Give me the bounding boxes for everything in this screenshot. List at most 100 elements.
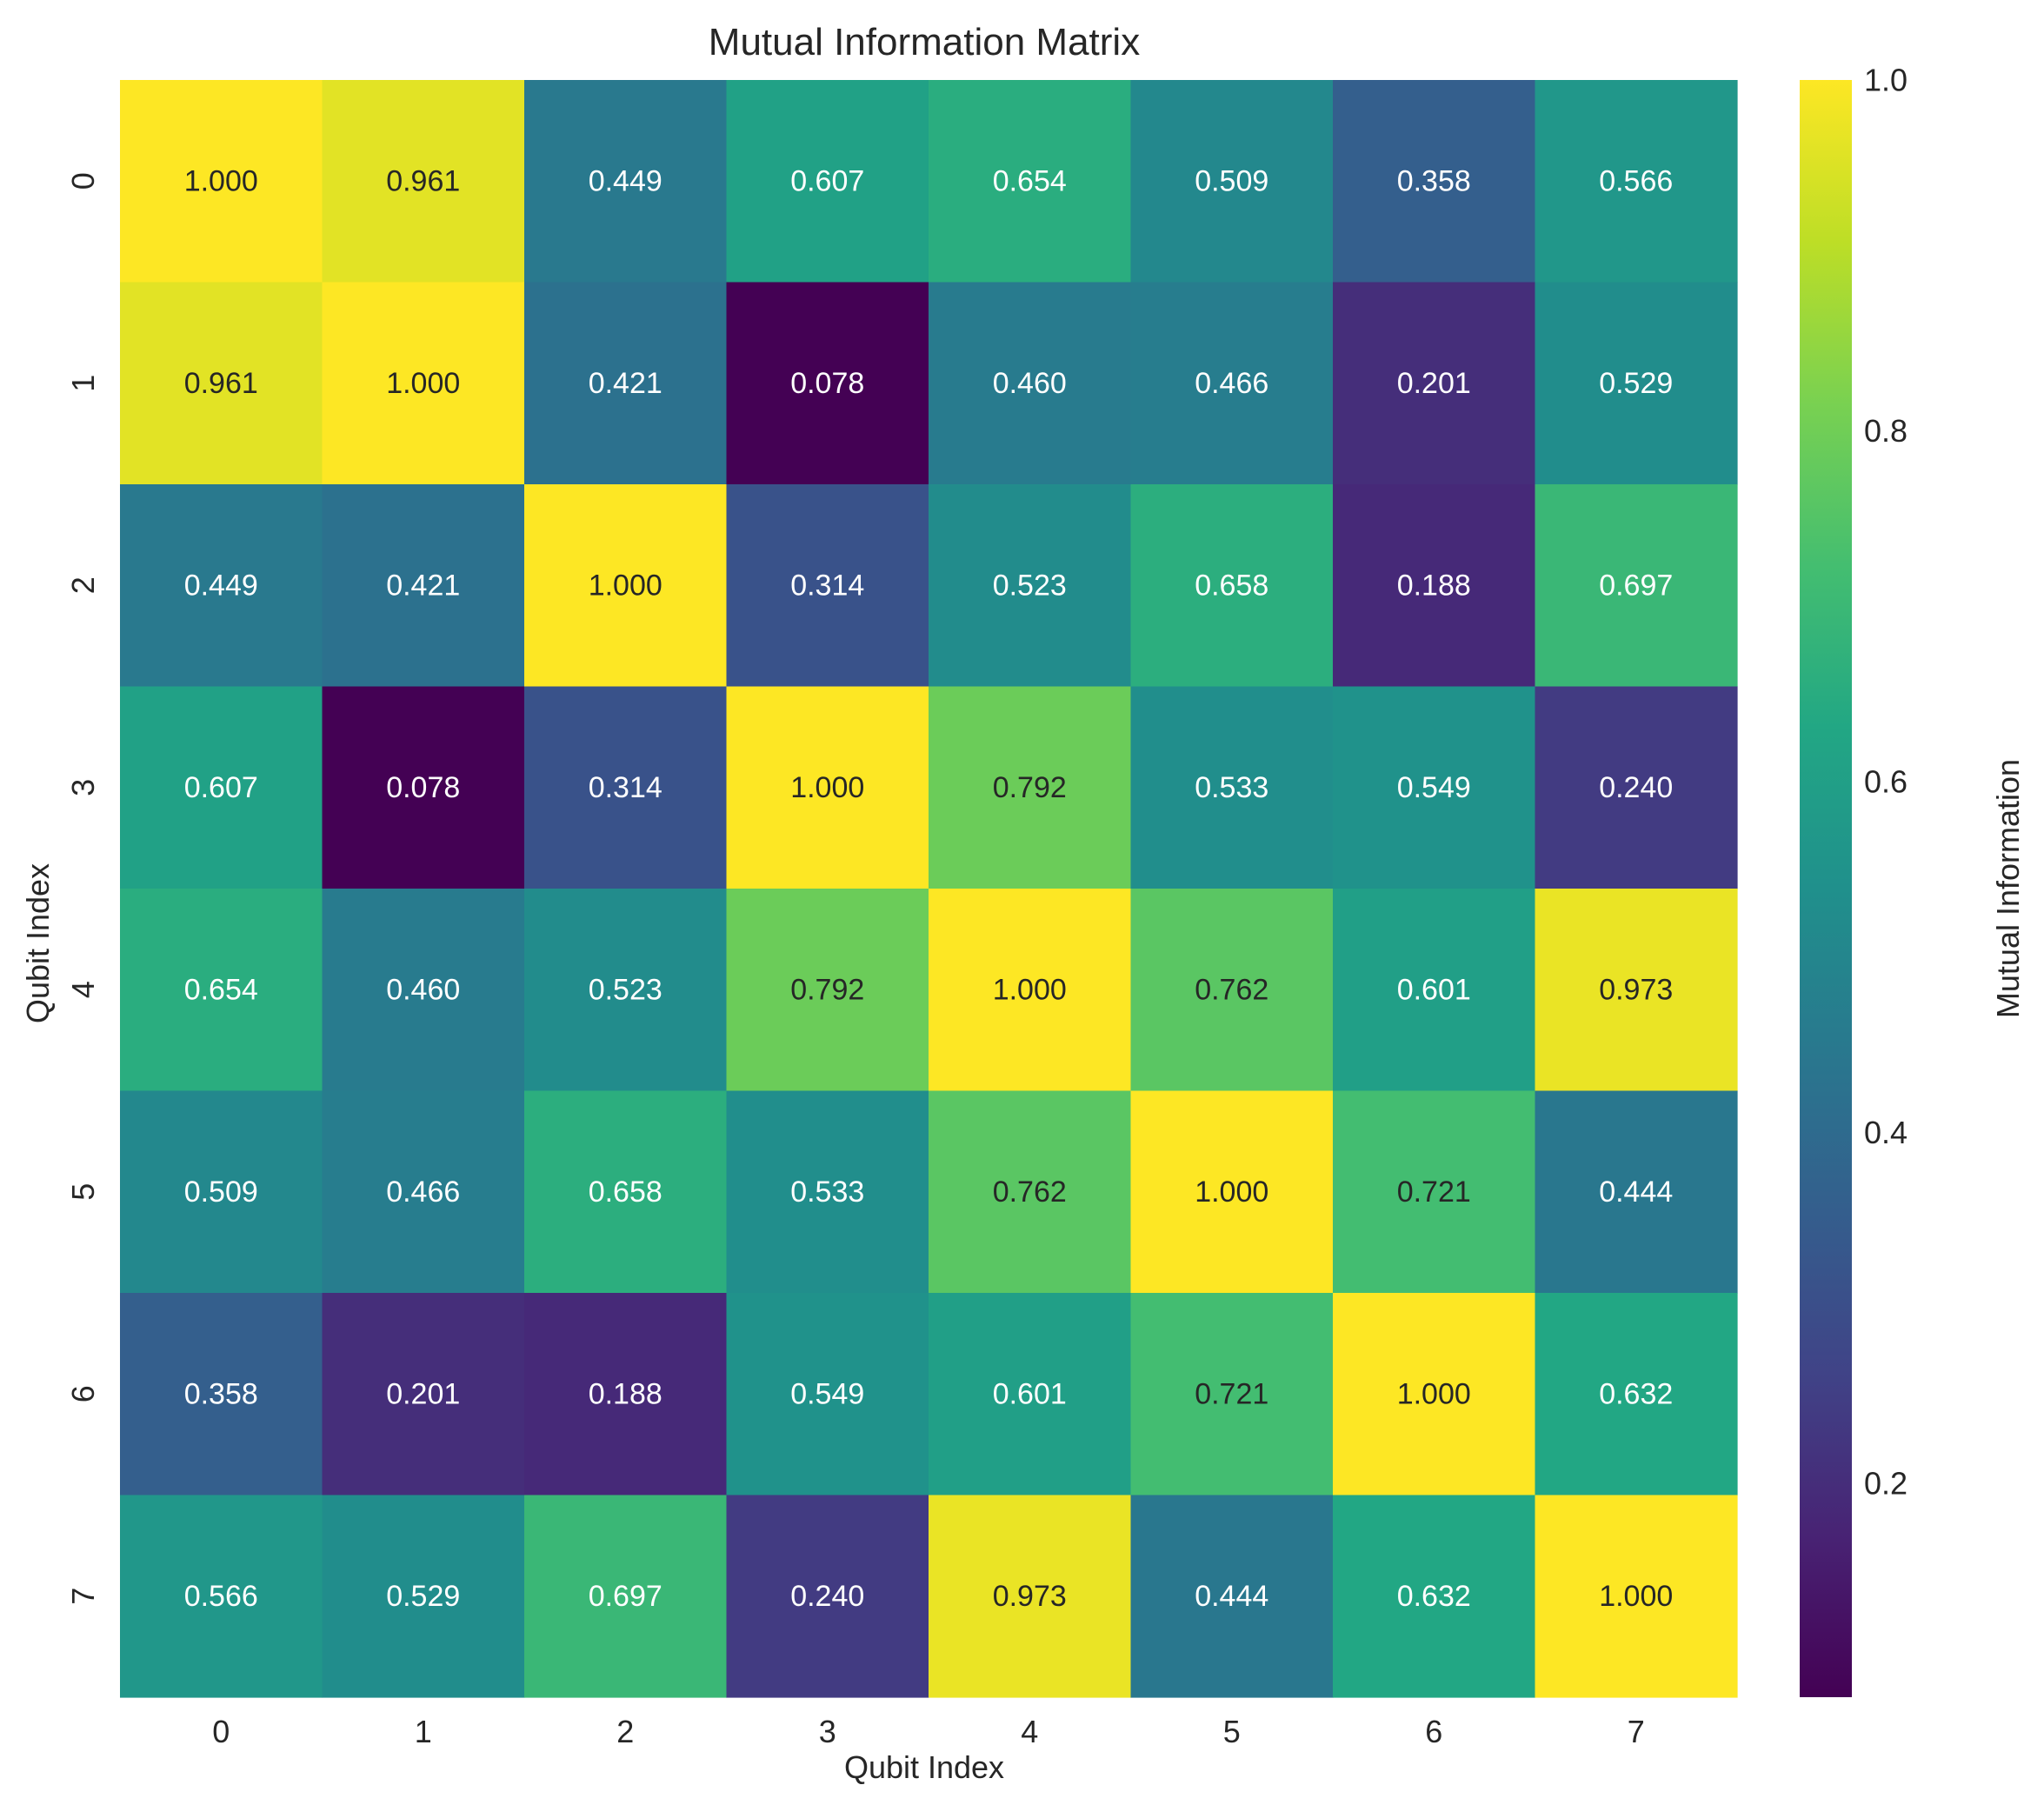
cell-value-label-0-7: 0.566 [1599, 164, 1673, 197]
heatmap-cell-5-6 [1333, 1090, 1536, 1294]
cell-value-label-2-4: 0.523 [993, 569, 1067, 602]
heatmap-cell-0-1 [322, 80, 525, 283]
heatmap-cell-0-7 [1535, 80, 1738, 283]
heatmap-cell-2-3 [726, 484, 929, 688]
x-tick-label-3: 3 [819, 1714, 836, 1749]
y-tick-label-5: 5 [65, 1183, 101, 1201]
cell-value-label-1-5: 0.466 [1195, 367, 1268, 400]
colorbar: 0.2 0.4 0.6 0.8 1.0 Mutual Information [1800, 63, 2026, 1697]
cell-value-label-1-1: 1.000 [386, 367, 460, 400]
heatmap-cell-4-5 [1130, 889, 1334, 1092]
cell-value-label-7-4: 0.973 [993, 1580, 1067, 1613]
heatmap-cell-0-2 [524, 80, 728, 283]
x-tick-label-4: 4 [1021, 1714, 1038, 1749]
heatmap-cell-0-4 [929, 80, 1132, 283]
cell-value-label-2-1: 0.421 [386, 569, 460, 602]
cell-value-label-6-5: 0.721 [1195, 1377, 1268, 1410]
colorbar-tick-label-4: 1.0 [1864, 63, 1908, 98]
heatmap-cell-2-7 [1535, 484, 1738, 688]
cell-value-label-6-4: 0.601 [993, 1377, 1067, 1410]
x-tick-label-5: 5 [1223, 1714, 1241, 1749]
heatmap-cell-3-1 [322, 686, 525, 889]
y-tick-label-1: 1 [65, 375, 101, 392]
heatmap-cell-7-1 [322, 1495, 525, 1698]
cell-value-label-1-7: 0.529 [1599, 367, 1673, 400]
heatmap-cell-2-6 [1333, 484, 1536, 688]
heatmap-cell-1-0 [120, 282, 323, 485]
cell-value-label-6-7: 0.632 [1599, 1377, 1673, 1410]
y-tick-labels: 0 1 2 3 4 5 6 7 [65, 172, 101, 1605]
cell-value-label-1-3: 0.078 [790, 367, 864, 400]
cell-value-label-2-2: 1.000 [589, 569, 662, 602]
x-axis-label: Qubit Index [844, 1749, 1004, 1785]
cell-value-label-5-5: 1.000 [1195, 1176, 1268, 1209]
x-tick-label-6: 6 [1425, 1714, 1442, 1749]
cell-value-label-4-1: 0.460 [386, 973, 460, 1006]
cell-value-label-4-2: 0.523 [589, 973, 662, 1006]
cell-value-label-3-1: 0.078 [386, 771, 460, 804]
cell-value-label-3-6: 0.549 [1397, 771, 1471, 804]
heatmap-cell-6-5 [1130, 1293, 1334, 1496]
cell-value-label-4-5: 0.762 [1195, 973, 1268, 1006]
heatmap-cell-4-4 [929, 889, 1132, 1092]
heatmap-cell-3-3 [726, 686, 929, 889]
cell-value-label-5-1: 0.466 [386, 1176, 460, 1209]
cell-value-label-1-4: 0.460 [993, 367, 1067, 400]
cell-value-label-0-3: 0.607 [790, 164, 864, 197]
heatmap-cell-2-5 [1130, 484, 1334, 688]
heatmap-cell-4-2 [524, 889, 728, 1092]
heatmap-cell-3-0 [120, 686, 323, 889]
heatmap-cell-5-7 [1535, 1090, 1738, 1294]
heatmap-cell-5-1 [322, 1090, 525, 1294]
cell-value-label-3-0: 0.607 [184, 771, 258, 804]
heatmap-cell-3-2 [524, 686, 728, 889]
heatmap-cell-1-4 [929, 282, 1132, 485]
y-tick-label-6: 6 [65, 1385, 101, 1402]
y-tick-label-0: 0 [65, 172, 101, 190]
heatmap-cell-1-3 [726, 282, 929, 485]
cell-value-label-7-7: 1.000 [1599, 1580, 1673, 1613]
cell-value-label-6-3: 0.549 [790, 1377, 864, 1410]
cell-value-label-2-6: 0.188 [1397, 569, 1471, 602]
heatmap-cell-0-0 [120, 80, 323, 283]
heatmap-cell-3-7 [1535, 686, 1738, 889]
y-tick-label-3: 3 [65, 779, 101, 796]
cell-value-label-4-0: 0.654 [184, 973, 258, 1006]
x-tick-label-1: 1 [415, 1714, 432, 1749]
cell-value-label-5-0: 0.509 [184, 1176, 258, 1209]
colorbar-tick-label-1: 0.4 [1864, 1115, 1908, 1150]
heatmap-cell-5-5 [1130, 1090, 1334, 1294]
heatmap-cell-5-4 [929, 1090, 1132, 1294]
heatmap-cell-6-4 [929, 1293, 1132, 1496]
y-tick-label-4: 4 [65, 981, 101, 998]
cell-value-label-0-0: 1.000 [184, 164, 258, 197]
x-tick-label-0: 0 [212, 1714, 230, 1749]
y-tick-label-2: 2 [65, 576, 101, 594]
cell-value-label-7-2: 0.697 [589, 1580, 662, 1613]
colorbar-tick-label-0: 0.2 [1864, 1465, 1908, 1501]
heatmap-cell-7-3 [726, 1495, 929, 1698]
heatmap-cell-2-1 [322, 484, 525, 688]
y-axis-label: Qubit Index [20, 863, 56, 1023]
cell-value-label-5-3: 0.533 [790, 1176, 864, 1209]
heatmap-cell-4-7 [1535, 889, 1738, 1092]
cell-value-label-4-7: 0.973 [1599, 973, 1673, 1006]
heatmap-cell-0-6 [1333, 80, 1536, 283]
cell-value-label-7-0: 0.566 [184, 1580, 258, 1613]
heatmap-cell-2-0 [120, 484, 323, 688]
x-tick-labels: 0 1 2 3 4 5 6 7 [212, 1714, 1645, 1749]
cell-value-label-0-5: 0.509 [1195, 164, 1268, 197]
cell-value-label-3-2: 0.314 [589, 771, 662, 804]
cell-value-label-5-2: 0.658 [589, 1176, 662, 1209]
cell-value-label-2-3: 0.314 [790, 569, 864, 602]
colorbar-tick-label-3: 0.8 [1864, 413, 1908, 449]
heatmap-cell-4-1 [322, 889, 525, 1092]
heatmap-cell-4-0 [120, 889, 323, 1092]
heatmap-cell-6-0 [120, 1293, 323, 1496]
heatmap-cell-1-6 [1333, 282, 1536, 485]
cell-value-label-3-4: 0.792 [993, 771, 1067, 804]
heatmap-cell-4-3 [726, 889, 929, 1092]
heatmap-cell-6-1 [322, 1293, 525, 1496]
cell-value-label-2-0: 0.449 [184, 569, 258, 602]
x-tick-label-2: 2 [616, 1714, 634, 1749]
